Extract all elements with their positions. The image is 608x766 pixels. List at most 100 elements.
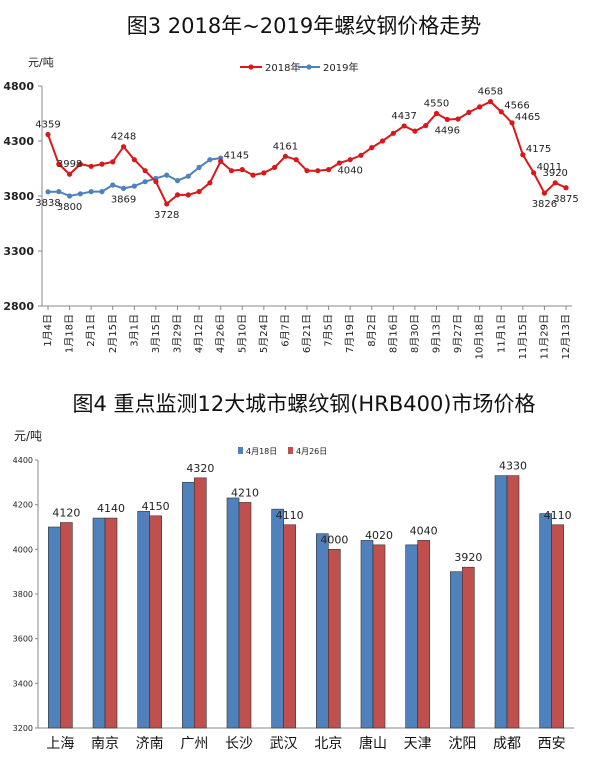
x-tick-label: 9月27日 xyxy=(452,314,464,353)
line-chart: 元/吨 2800 3300 3800 4300 4800 1月4日 1月18日 2月1日 2月15… xyxy=(3,56,578,359)
data-point-0 xyxy=(196,189,202,195)
data-point-0 xyxy=(369,145,375,151)
data-point-0 xyxy=(336,160,342,166)
data-label: 4465 xyxy=(515,112,540,123)
data-label: 4175 xyxy=(526,144,551,155)
x-tick-label: 5月24日 xyxy=(258,314,270,353)
data-point-0 xyxy=(477,104,483,110)
legend-marker-0 xyxy=(248,64,254,70)
data-label: 4437 xyxy=(391,111,416,122)
data-point-0 xyxy=(239,167,245,173)
data-point-0 xyxy=(45,131,51,138)
bar-1 xyxy=(194,477,207,729)
bar-0 xyxy=(494,475,508,729)
data-point-0 xyxy=(218,158,224,164)
x-tick-label: 2月1日 xyxy=(85,314,97,347)
data-point-0 xyxy=(347,157,353,163)
bar-0 xyxy=(48,526,61,729)
data-point-0 xyxy=(487,99,494,105)
bar-1 xyxy=(462,566,475,729)
x-tick-label: 11月29日 xyxy=(538,314,550,359)
x-category-label: 沈阳 xyxy=(448,736,476,752)
data-point-0 xyxy=(153,179,159,185)
data-label: 3875 xyxy=(553,194,578,205)
data-point-1 xyxy=(45,189,51,195)
data-point-0 xyxy=(379,138,386,144)
data-point-0 xyxy=(185,192,191,198)
bar-0 xyxy=(92,517,106,729)
data-point-0 xyxy=(142,168,148,174)
x-tick-label: 3月15日 xyxy=(150,314,162,353)
y-tick-label: 4300 xyxy=(3,135,34,148)
data-label: 4658 xyxy=(478,87,503,98)
x-tick-label: 11月1日 xyxy=(495,314,507,353)
y-tick-label: 3800 xyxy=(13,590,33,599)
y-tick-label: 3200 xyxy=(13,724,33,733)
data-label: 3800 xyxy=(57,202,82,213)
y-tick-label: 4400 xyxy=(13,456,33,465)
data-point-0 xyxy=(325,167,332,173)
x-tick-label: 1月4日 xyxy=(42,314,54,347)
legend-label-1: 4月26日 xyxy=(296,447,327,456)
bar-0 xyxy=(405,544,418,729)
x-tick-label: 6月7日 xyxy=(279,314,291,347)
bar-0 xyxy=(137,511,150,729)
data-point-0 xyxy=(261,170,267,176)
bar-0 xyxy=(226,497,240,729)
data-point-0 xyxy=(433,110,440,117)
x-tick-label: 2月15日 xyxy=(107,314,119,353)
data-point-1 xyxy=(110,182,116,188)
x-category-label: 上海 xyxy=(46,736,74,752)
x-tick-label: 8月30日 xyxy=(409,314,421,353)
data-label: 4110 xyxy=(276,509,304,522)
data-point-0 xyxy=(412,128,418,134)
data-point-0 xyxy=(401,123,407,129)
data-point-0 xyxy=(509,120,515,126)
data-point-0 xyxy=(228,168,235,174)
data-point-1 xyxy=(207,157,213,163)
y-axis-unit-label: 元/吨 xyxy=(28,56,54,69)
data-point-1 xyxy=(66,193,73,199)
x-tick-label: 5月10日 xyxy=(236,314,248,353)
legend-marker-1 xyxy=(306,64,312,70)
bar-chart: 元/吨 3200 3400 3600 3800 4000 4200 4400 4月18日 4月26… xyxy=(13,429,574,752)
x-category-label: 西安 xyxy=(538,736,566,752)
data-point-1 xyxy=(120,185,127,192)
data-label: 4161 xyxy=(273,141,298,152)
x-tick-label: 3月29日 xyxy=(172,314,184,353)
bar-1 xyxy=(283,524,296,729)
data-point-1 xyxy=(185,173,191,179)
data-point-1 xyxy=(131,183,137,189)
bar-0 xyxy=(182,482,195,729)
y-tick-label: 2800 xyxy=(3,300,34,313)
data-point-0 xyxy=(315,168,321,174)
bar-1 xyxy=(506,475,520,729)
x-tick-label: 6月21日 xyxy=(301,314,313,353)
data-label: 4020 xyxy=(365,529,393,542)
data-label: 4140 xyxy=(97,502,125,515)
x-tick-label: 12月13日 xyxy=(560,314,572,359)
x-tick-label: 10月18日 xyxy=(474,314,486,359)
data-point-0 xyxy=(77,161,83,167)
bar-0 xyxy=(316,533,329,729)
bar-0 xyxy=(271,508,284,729)
x-tick-label: 4月26日 xyxy=(215,314,227,353)
data-point-0 xyxy=(563,185,569,191)
data-point-0 xyxy=(423,123,429,129)
x-tick-label: 3月1日 xyxy=(128,314,140,347)
data-point-0 xyxy=(272,164,278,170)
y-axis-unit-label: 元/吨 xyxy=(14,429,42,443)
x-tick-label: 9月13日 xyxy=(431,314,443,353)
bar-1 xyxy=(104,517,118,729)
data-label: 3869 xyxy=(111,194,136,205)
data-point-0 xyxy=(293,157,299,163)
data-label: 4496 xyxy=(435,125,460,136)
data-point-0 xyxy=(531,170,537,176)
data-point-0 xyxy=(390,130,396,136)
data-point-0 xyxy=(164,201,170,207)
data-label: 3826 xyxy=(532,199,557,210)
bar-1 xyxy=(417,540,430,729)
y-tick-label: 3300 xyxy=(3,245,34,258)
x-category-label: 天津 xyxy=(404,736,432,752)
y-tick-label: 4800 xyxy=(3,80,34,93)
